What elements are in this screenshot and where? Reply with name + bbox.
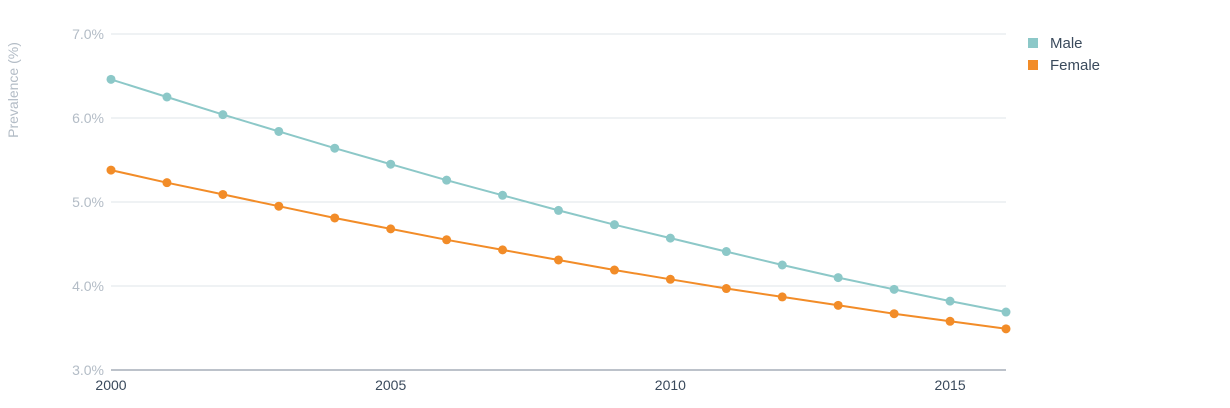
data-point-male [1001, 307, 1011, 317]
data-point-male [889, 284, 899, 294]
data-point-male [721, 247, 731, 257]
data-point-female [721, 284, 731, 294]
data-point-male [554, 205, 563, 215]
data-point-male [665, 233, 675, 243]
legend-item-male[interactable]: Male [1028, 32, 1100, 54]
data-point-female [386, 224, 396, 234]
data-point-male [386, 159, 396, 169]
data-point-male [162, 92, 172, 102]
y-axis-title: Prevalence (%) [5, 42, 21, 138]
data-point-female [106, 165, 116, 175]
x-tick-label: 2005 [375, 377, 406, 393]
data-point-female [330, 213, 340, 223]
data-point-female [274, 201, 284, 211]
legend-label-female: Female [1050, 56, 1101, 74]
data-point-male [609, 220, 619, 230]
data-point-female [777, 292, 787, 302]
data-point-female [889, 309, 899, 319]
y-tick-label: 5.0% [72, 194, 104, 210]
data-point-male [106, 74, 116, 84]
data-point-female [498, 245, 508, 255]
legend-label-male: Male [1050, 34, 1083, 52]
x-tick-label: 2000 [95, 377, 126, 393]
data-point-male [274, 126, 284, 136]
data-point-male [330, 143, 340, 153]
y-tick-label: 4.0% [72, 278, 104, 294]
data-point-female [665, 274, 675, 284]
data-point-female [218, 189, 228, 199]
legend-item-female[interactable]: Female [1028, 54, 1100, 76]
data-point-male [218, 110, 228, 120]
data-point-female [945, 316, 955, 326]
data-point-female [1001, 324, 1011, 334]
data-point-male [833, 273, 843, 283]
data-point-female [833, 300, 843, 310]
data-point-female [554, 255, 563, 265]
data-point-female [162, 178, 172, 188]
legend-swatch-male [1028, 38, 1038, 48]
x-tick-label: 2015 [934, 377, 965, 393]
data-point-male [945, 296, 955, 306]
data-point-male [498, 190, 508, 200]
legend-swatch-female [1028, 60, 1038, 70]
y-tick-label: 7.0% [72, 26, 104, 42]
data-point-female [442, 235, 452, 245]
data-point-female [609, 265, 619, 275]
legend: Male Female [1028, 32, 1100, 76]
series-line-male [110, 78, 1007, 313]
series-line-female [110, 169, 1007, 330]
y-tick-label: 3.0% [72, 362, 104, 378]
y-tick-label: 6.0% [72, 110, 104, 126]
x-tick-label: 2010 [655, 377, 686, 393]
data-point-male [442, 175, 452, 185]
data-point-male [777, 260, 787, 270]
